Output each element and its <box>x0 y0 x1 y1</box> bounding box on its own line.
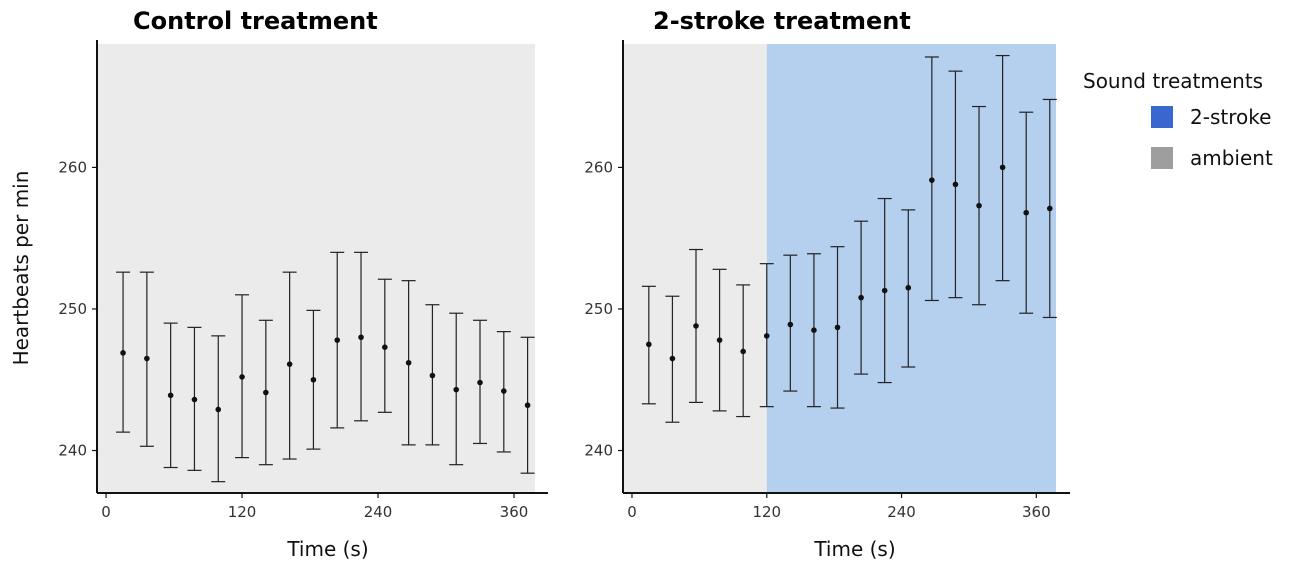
data-point-control-13 <box>429 372 436 379</box>
background-region-ambient <box>97 44 535 493</box>
x-tick-label-control-0: 0 <box>101 503 111 521</box>
data-point-control-9 <box>334 337 341 343</box>
panel-control-treatment: Control treatment 0 120 240 360 240 250 260 Ti… <box>9 7 548 561</box>
x-tick-label-2-stroke-120: 120 <box>752 503 781 521</box>
data-point-control-15 <box>477 379 483 386</box>
y-axis-title: Heartbeats per min <box>9 171 33 366</box>
data-point-control-17 <box>524 402 531 409</box>
x-tick-label-control-360: 360 <box>500 503 529 521</box>
data-point-control-11 <box>382 344 388 350</box>
data-point-control-2 <box>167 392 174 399</box>
x-axis-title-control: Time (s) <box>286 537 368 561</box>
legend-title: Sound treatments <box>1083 69 1263 93</box>
y-tick-label-2-stroke-240: 240 <box>584 442 613 460</box>
data-point-control-4 <box>215 406 222 413</box>
data-point-2-stroke-15 <box>999 164 1006 171</box>
data-point-control-16 <box>501 388 507 394</box>
data-point-2-stroke-16 <box>1023 209 1029 216</box>
legend-label-ambient: ambient <box>1190 146 1273 170</box>
data-point-2-stroke-14 <box>976 202 982 209</box>
panel-2-stroke-treatment: 2-stroke treatment 0 120 240 360 240 250 260 T… <box>584 7 1070 561</box>
y-tick-label-control-240: 240 <box>58 442 87 460</box>
legend: Sound treatments 2-stroke ambient <box>1083 69 1273 170</box>
panel-title-2-stroke: 2-stroke treatment <box>653 7 911 35</box>
data-point-2-stroke-2 <box>693 323 699 329</box>
data-point-control-1 <box>144 355 150 362</box>
data-point-2-stroke-9 <box>858 294 864 301</box>
data-point-control-8 <box>310 376 317 383</box>
data-point-2-stroke-3 <box>716 337 723 343</box>
background-region-2-stroke <box>766 44 1056 493</box>
data-point-control-5 <box>239 374 245 380</box>
data-point-control-6 <box>263 389 269 396</box>
x-tick-label-control-240: 240 <box>364 503 393 521</box>
data-point-2-stroke-12 <box>929 177 935 183</box>
data-point-2-stroke-8 <box>834 324 841 331</box>
x-tick-label-control-120: 120 <box>228 503 257 521</box>
data-point-2-stroke-1 <box>669 355 676 362</box>
x-axis-title-2-stroke: Time (s) <box>813 537 895 561</box>
background-region-ambient <box>623 44 767 493</box>
legend-label-2-stroke: 2-stroke <box>1190 105 1271 129</box>
panel-title-control: Control treatment <box>133 7 378 35</box>
data-point-2-stroke-4 <box>740 348 746 355</box>
data-point-control-10 <box>358 334 364 341</box>
legend-swatch-ambient <box>1151 147 1173 169</box>
y-tick-label-2-stroke-260: 260 <box>584 158 613 176</box>
data-point-2-stroke-17 <box>1046 205 1053 212</box>
data-point-2-stroke-0 <box>646 341 652 348</box>
data-point-control-14 <box>453 386 460 393</box>
data-point-2-stroke-10 <box>881 287 888 294</box>
data-point-control-3 <box>191 396 198 403</box>
data-point-2-stroke-6 <box>787 321 794 328</box>
data-point-2-stroke-11 <box>905 284 912 291</box>
data-point-2-stroke-7 <box>811 327 817 334</box>
data-point-control-12 <box>405 359 412 366</box>
y-tick-label-control-260: 260 <box>58 158 87 176</box>
data-point-2-stroke-5 <box>763 333 770 339</box>
data-point-control-0 <box>120 350 126 356</box>
y-tick-label-control-250: 250 <box>58 300 87 318</box>
data-point-2-stroke-13 <box>952 181 959 188</box>
x-tick-label-2-stroke-240: 240 <box>887 503 916 521</box>
legend-swatch-2-stroke <box>1151 106 1173 128</box>
y-tick-label-2-stroke-250: 250 <box>584 300 613 318</box>
x-tick-label-2-stroke-0: 0 <box>627 503 637 521</box>
data-point-control-7 <box>286 361 293 367</box>
x-tick-label-2-stroke-360: 360 <box>1022 503 1051 521</box>
